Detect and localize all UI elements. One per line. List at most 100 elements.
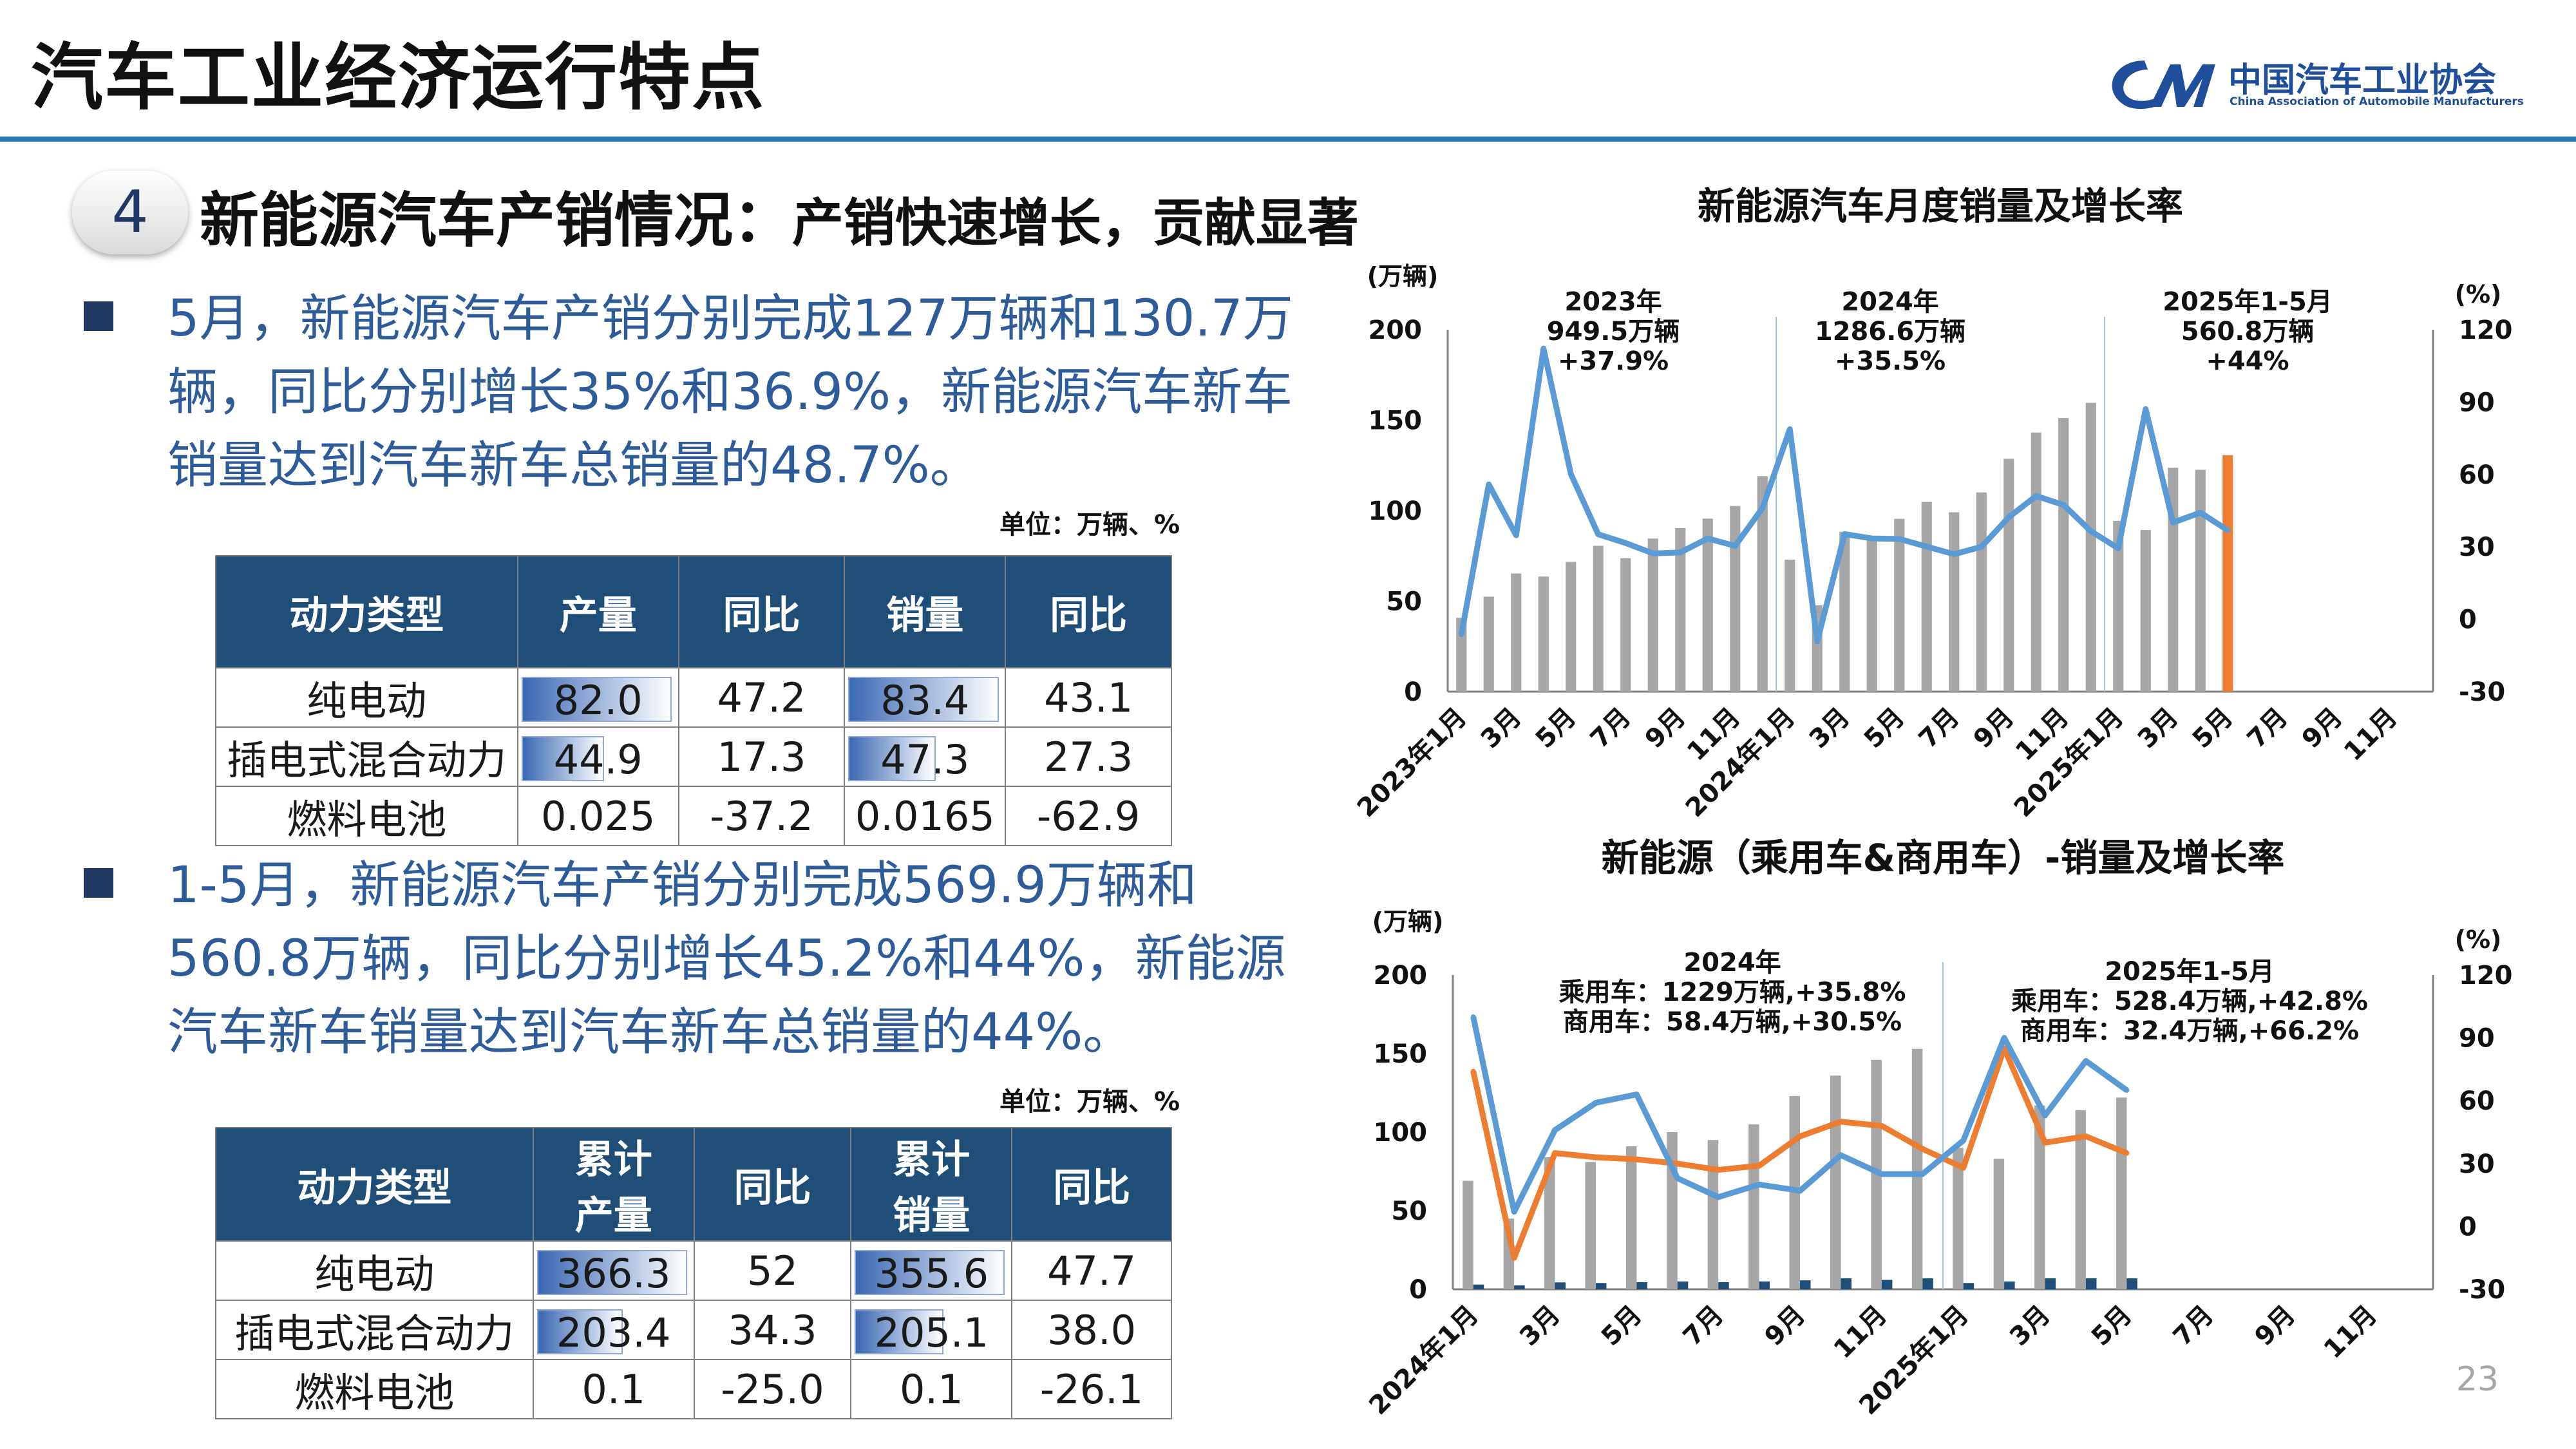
growth-rate-point bbox=[1756, 1182, 1762, 1188]
cell-value: 366.3 bbox=[556, 1249, 671, 1297]
logo-chinese-name: 中国汽车工业协会 bbox=[2228, 61, 2497, 100]
data-bar: 355.6 bbox=[855, 1249, 1008, 1297]
right-axis-tick-label: -30 bbox=[2459, 677, 2505, 707]
bar-mark bbox=[2126, 1278, 2137, 1289]
bar-mark bbox=[2075, 1110, 2086, 1289]
growth-rate-point bbox=[1486, 482, 1492, 488]
column-header: 动力类型 bbox=[215, 555, 518, 668]
bar-mark bbox=[1976, 492, 1987, 692]
data-bar: 83.4 bbox=[848, 676, 1001, 723]
section-subtitle: 产销快速增长，贡献显著 bbox=[792, 193, 1359, 253]
x-axis-tick-label: 9月 bbox=[2249, 1300, 2301, 1352]
section-title-main: 新能源汽车产销情况： bbox=[200, 186, 793, 255]
growth-rate-point bbox=[1674, 1175, 1680, 1181]
x-axis-tick-label: 7月 bbox=[2168, 1300, 2219, 1352]
bar-mark bbox=[2085, 1278, 2097, 1289]
growth-rate-point bbox=[1552, 1150, 1558, 1156]
growth-rate-point bbox=[1797, 1133, 1803, 1139]
bar-mark bbox=[1993, 1159, 2005, 1289]
table-cell: 燃料电池 bbox=[215, 786, 518, 846]
cell-value: 205.1 bbox=[874, 1309, 989, 1356]
x-axis-tick-label: 3月 bbox=[1475, 703, 1527, 754]
table-cell: 燃料电池 bbox=[215, 1359, 534, 1419]
bar-mark bbox=[1759, 1281, 1770, 1289]
growth-rate-point bbox=[1838, 1152, 1844, 1158]
table1-unit-label: 单位：万辆、% bbox=[999, 510, 1180, 540]
table-cell: 插电式混合动力 bbox=[215, 1300, 534, 1360]
table-row: 插电式混合动力 44.9 17.3 47.3 27.3 bbox=[215, 726, 1172, 787]
bar-mark bbox=[1555, 1282, 1566, 1289]
x-axis-tick-label: 3月 bbox=[2004, 1300, 2056, 1352]
left-axis-tick-label: 150 bbox=[1374, 1039, 1428, 1069]
growth-rate-point bbox=[1568, 471, 1574, 477]
table-cell: 355.6 bbox=[850, 1240, 1013, 1301]
bar-mark bbox=[2116, 1097, 2127, 1289]
cell-value: 355.6 bbox=[874, 1249, 989, 1297]
bar-mark bbox=[1585, 1162, 1596, 1289]
growth-rate-point bbox=[2124, 1150, 2130, 1156]
data-bar-fill bbox=[521, 676, 672, 722]
left-axis-tick-label: 200 bbox=[1368, 316, 1423, 345]
left-axis-tick-label: 150 bbox=[1368, 406, 1423, 436]
bar-mark bbox=[1566, 562, 1577, 692]
x-axis-tick-label: 5月 bbox=[1859, 703, 1910, 754]
right-axis-tick-label: 60 bbox=[2459, 460, 2495, 490]
growth-rate-point bbox=[1787, 426, 1793, 432]
bar-mark bbox=[2222, 455, 2233, 692]
bar-mark bbox=[1800, 1280, 1811, 1289]
bar-mark bbox=[1675, 527, 1686, 692]
bar-mark bbox=[1785, 560, 1795, 692]
table-cell: 0.1 bbox=[850, 1359, 1013, 1419]
annotation-line1: 乘用车：528.4万辆,+42.8% bbox=[2011, 987, 2368, 1016]
table-cell: 0.025 bbox=[516, 786, 679, 846]
table-cell: 82.0 bbox=[516, 667, 679, 728]
square-bullet-icon bbox=[84, 301, 113, 331]
bar-mark bbox=[2031, 432, 2041, 692]
growth-rate-point bbox=[1716, 1167, 1721, 1173]
table-cell: 纯电动 bbox=[215, 667, 518, 728]
x-axis-tick-label: 11月 bbox=[1828, 1300, 1893, 1365]
table-header-row: 动力类型 产量 同比 销量 同比 bbox=[215, 555, 1172, 668]
cell-value: 82.0 bbox=[553, 676, 643, 724]
paragraph-may: 5月，新能源汽车产销分别完成127万辆和130.7万辆，同比分别增长35%和36… bbox=[84, 282, 1301, 502]
data-bar: 47.3 bbox=[848, 735, 1001, 782]
right-axis-unit: (%) bbox=[2455, 925, 2502, 954]
data-bar: 44.9 bbox=[521, 735, 675, 782]
x-axis-tick-label: 9月 bbox=[1759, 1300, 1811, 1352]
data-bar-fill bbox=[855, 1309, 944, 1354]
growth-rate-point bbox=[1951, 551, 1957, 557]
growth-rate-point bbox=[1960, 1138, 1966, 1144]
bar-mark bbox=[2034, 1105, 2045, 1289]
annotation-year: 2025年1-5月 bbox=[2163, 287, 2333, 317]
annotation-line2: 商用车：58.4万辆,+30.5% bbox=[1563, 1007, 1902, 1037]
column-header: 同比 bbox=[677, 555, 846, 668]
data-bar-fill bbox=[855, 1249, 1005, 1295]
bar-mark bbox=[1647, 538, 1658, 692]
table2-unit-label: 单位：万辆、% bbox=[999, 1087, 1180, 1117]
table-cell: 0.0165 bbox=[844, 786, 1007, 846]
table-cell: 34.3 bbox=[693, 1300, 852, 1360]
bar-mark bbox=[1921, 502, 1932, 692]
growth-rate-point bbox=[1513, 533, 1519, 538]
bar-mark bbox=[1730, 506, 1741, 692]
bar-mark bbox=[2140, 530, 2151, 692]
chart-title: 新能源（乘用车&商用车）-销量及增长率 bbox=[1602, 836, 2285, 880]
table-cell: 0.1 bbox=[532, 1359, 695, 1419]
growth-rate-point bbox=[1678, 549, 1683, 555]
left-axis-tick-label: 50 bbox=[1386, 587, 1422, 617]
x-axis-tick-label: 3月 bbox=[1514, 1300, 1566, 1352]
annotation-line2: 商用车：32.4万辆,+66.2% bbox=[2020, 1016, 2359, 1046]
growth-rate-point bbox=[1623, 540, 1629, 546]
table-cell: -37.2 bbox=[677, 786, 846, 846]
right-axis-unit: (%) bbox=[2455, 280, 2502, 308]
column-header: 销量 bbox=[844, 555, 1007, 668]
right-axis-tick-label: 90 bbox=[2459, 388, 2495, 417]
data-bar-fill bbox=[848, 735, 936, 781]
bar-mark bbox=[2085, 402, 2096, 692]
table-cell: 47.7 bbox=[1011, 1240, 1172, 1301]
bar-mark bbox=[2195, 469, 2206, 692]
column-header: 同比 bbox=[1011, 1127, 1172, 1242]
growth-rate-point bbox=[2033, 493, 2039, 499]
left-axis-tick-label: 100 bbox=[1368, 497, 1423, 526]
right-axis-tick-label: -30 bbox=[2459, 1275, 2505, 1305]
